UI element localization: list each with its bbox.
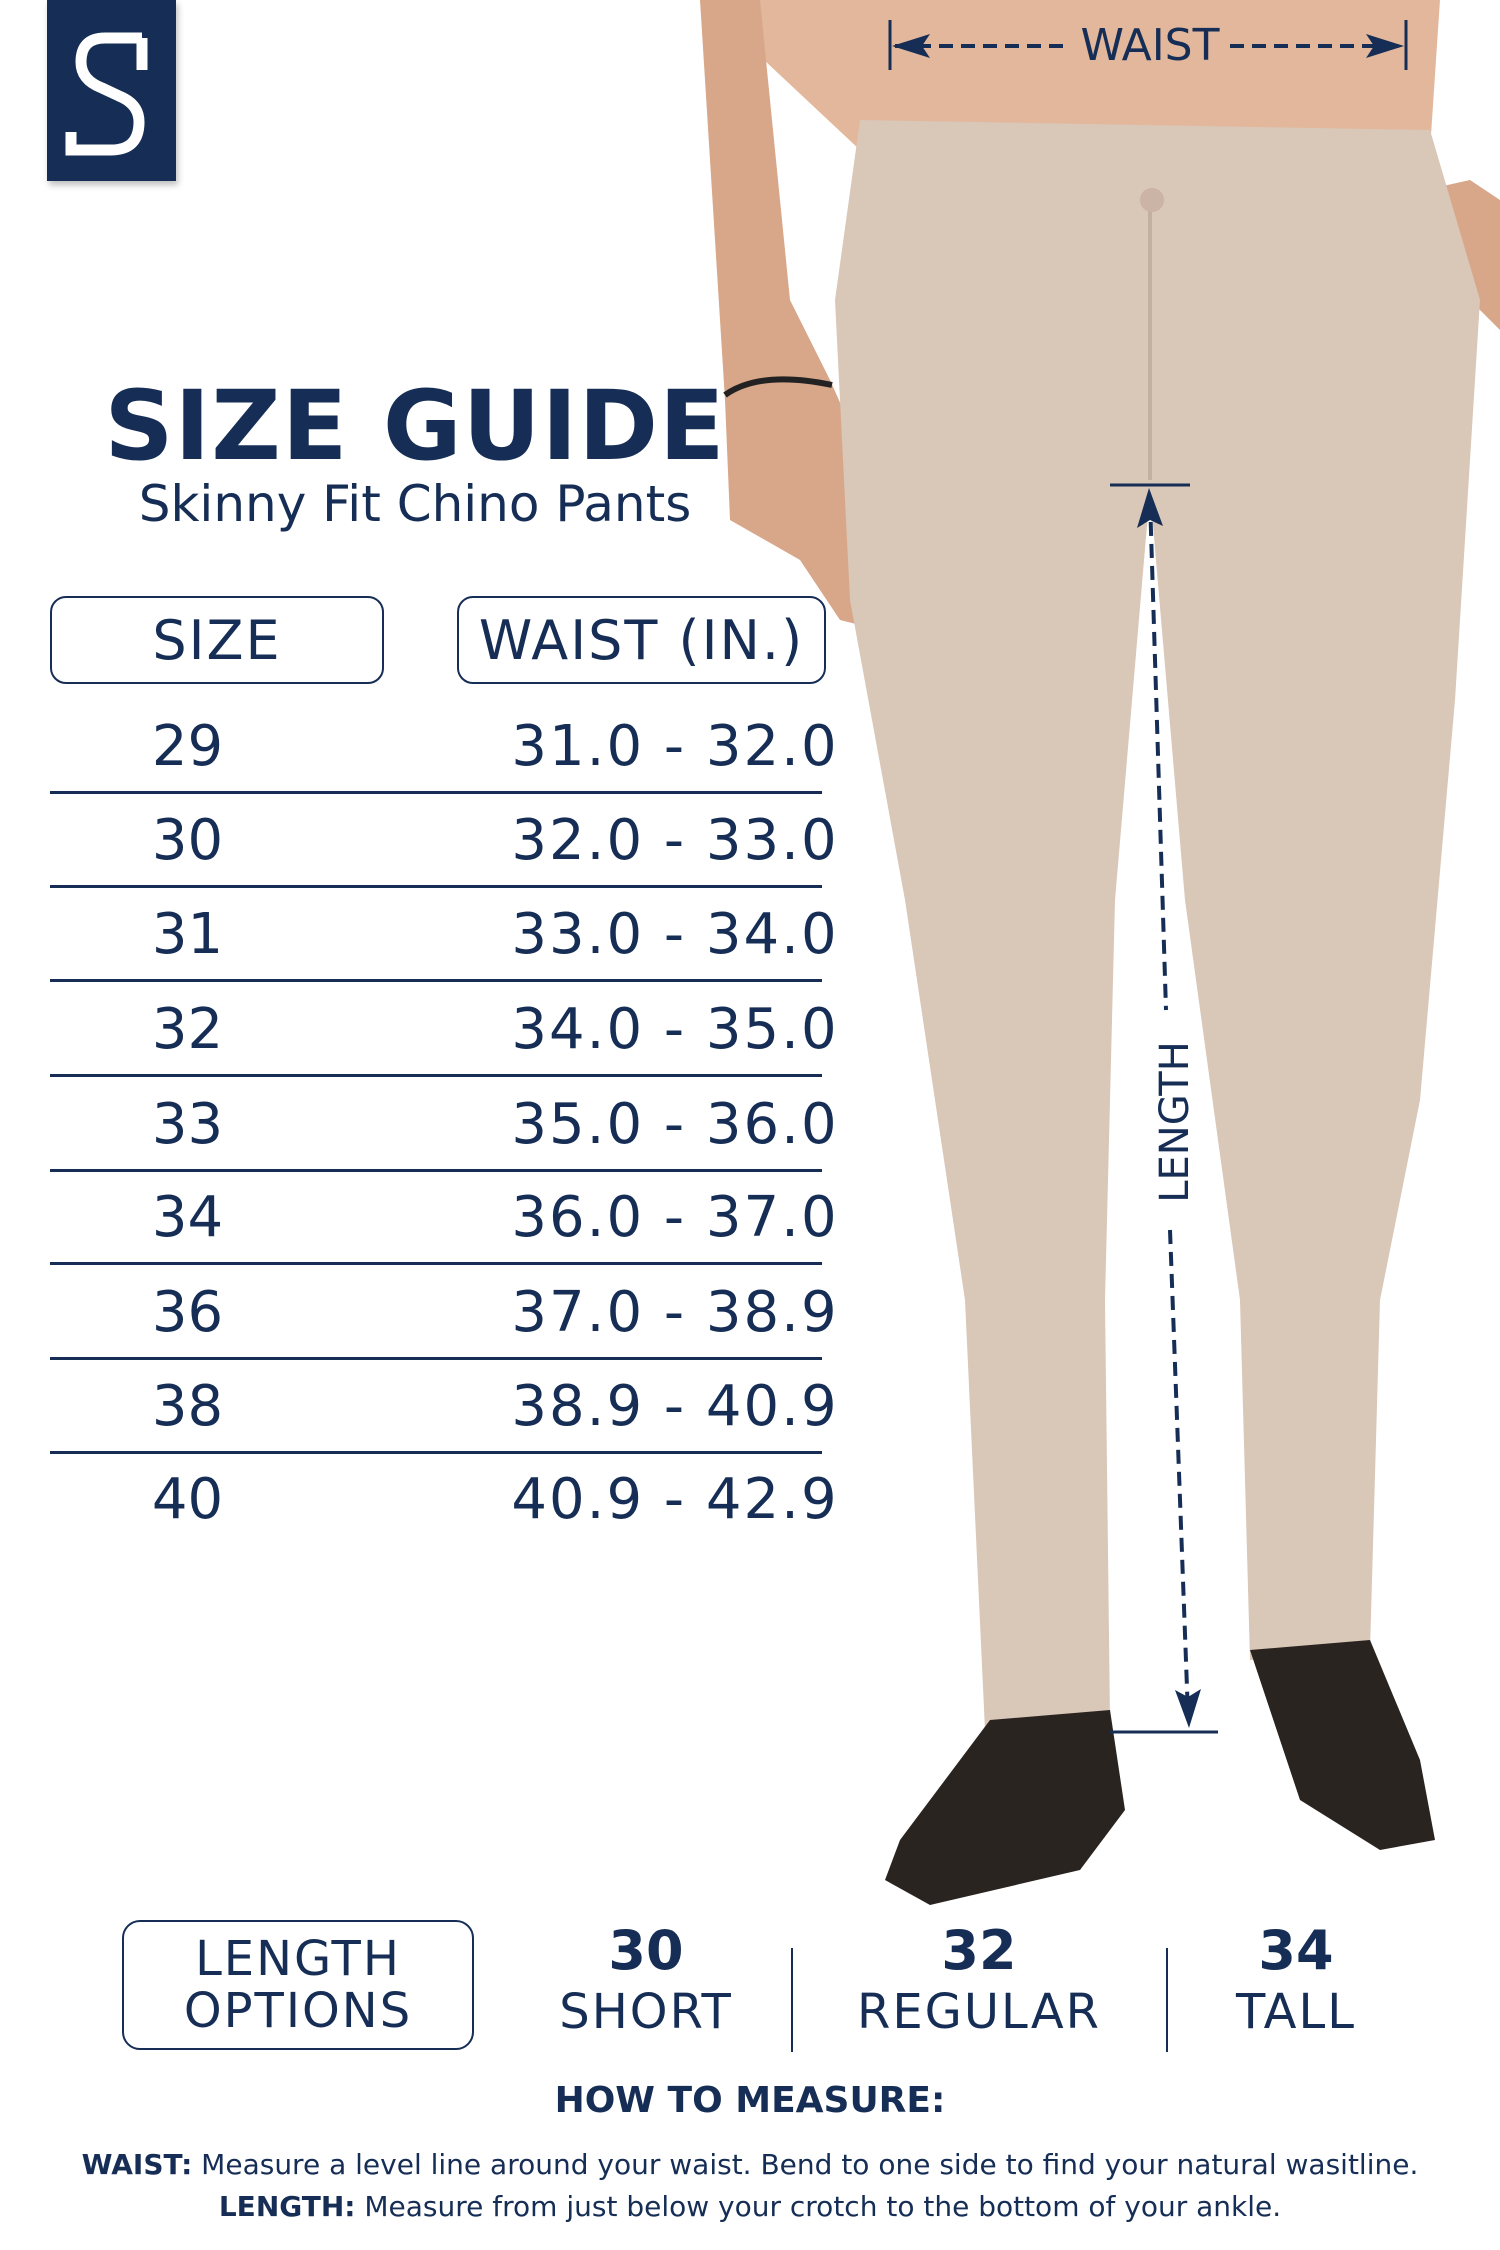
row-divider — [50, 1169, 822, 1172]
length-options-line1: LENGTH — [195, 1931, 401, 1987]
table-row: 32 34.0 - 35.0 — [50, 983, 837, 1077]
length-instruction-text: Measure from just below your crotch to t… — [355, 2190, 1282, 2223]
table-row: 38 38.9 - 40.9 — [50, 1360, 837, 1454]
waist-cell: 31.0 - 32.0 — [511, 714, 839, 779]
length-option-regular: 32 REGULAR — [839, 1920, 1119, 2042]
table-row: 30 32.0 - 33.0 — [50, 794, 837, 888]
waist-instruction: WAIST: Measure a level line around your … — [0, 2148, 1500, 2181]
length-value: 30 — [608, 1919, 684, 1982]
waist-cell: 36.0 - 37.0 — [511, 1185, 839, 1250]
length-instruction-label: LENGTH: — [218, 2190, 356, 2223]
table-row: 29 31.0 - 32.0 — [50, 700, 837, 794]
column-header-waist: WAIST (IN.) — [457, 596, 826, 684]
brand-logo — [47, 0, 176, 181]
size-cell: 31 — [151, 902, 224, 967]
waist-cell: 40.9 - 42.9 — [511, 1467, 839, 1532]
length-name: SHORT — [559, 1984, 733, 2040]
waist-measure-arrow — [888, 20, 1408, 70]
s-logo-icon — [65, 32, 148, 156]
length-label: LENGTH — [1152, 1041, 1198, 1203]
divider — [1166, 1948, 1168, 2052]
size-cell: 30 — [151, 808, 224, 873]
bracelet — [723, 376, 833, 398]
row-divider — [50, 885, 822, 888]
pants-model-photo: WAIST LENGTH — [700, 0, 1500, 1905]
column-header-size: SIZE — [50, 596, 384, 684]
row-divider — [50, 1262, 822, 1265]
size-cell: 34 — [151, 1185, 224, 1250]
length-measure-arrow — [1110, 483, 1218, 1734]
left-arm — [700, 0, 880, 630]
row-divider — [50, 791, 822, 794]
left-shoe — [885, 1710, 1125, 1905]
size-cell: 32 — [151, 997, 224, 1062]
waist-label: WAIST — [1081, 20, 1220, 71]
row-divider — [50, 1451, 822, 1454]
button — [1140, 188, 1164, 212]
waist-cell: 35.0 - 36.0 — [511, 1092, 839, 1157]
row-divider — [50, 979, 822, 982]
page-title: SIZE GUIDE — [104, 370, 726, 482]
length-value: 32 — [941, 1919, 1017, 1982]
length-options-label: LENGTH OPTIONS — [122, 1920, 474, 2050]
waist-cell: 32.0 - 33.0 — [511, 808, 839, 873]
length-option-short: 30 SHORT — [506, 1920, 786, 2042]
size-cell: 38 — [151, 1374, 224, 1439]
waist-cell: 37.0 - 38.9 — [511, 1280, 839, 1345]
table-row: 36 37.0 - 38.9 — [50, 1266, 837, 1360]
length-value: 34 — [1258, 1919, 1334, 1982]
size-cell: 36 — [151, 1280, 224, 1345]
waist-instruction-text: Measure a level line around your waist. … — [192, 2148, 1419, 2181]
table-row: 40 40.9 - 42.9 — [50, 1453, 837, 1547]
length-options-line2: OPTIONS — [183, 1983, 413, 2039]
length-option-tall: 34 TALL — [1156, 1920, 1436, 2042]
table-row: 34 36.0 - 37.0 — [50, 1171, 837, 1265]
length-instruction: LENGTH: Measure from just below your cro… — [0, 2190, 1500, 2223]
length-name: TALL — [1236, 1984, 1356, 2040]
waist-cell: 33.0 - 34.0 — [511, 902, 839, 967]
pants — [835, 120, 1480, 1730]
right-shoe — [1250, 1640, 1435, 1850]
waist-cell: 38.9 - 40.9 — [511, 1374, 839, 1439]
size-cell: 40 — [151, 1467, 224, 1532]
row-divider — [50, 1357, 822, 1360]
length-name: REGULAR — [856, 1984, 1102, 2040]
waist-instruction-label: WAIST: — [81, 2148, 193, 2181]
torso — [700, 0, 1440, 150]
size-cell: 33 — [151, 1092, 224, 1157]
page-subtitle: Skinny Fit Chino Pants — [138, 475, 692, 533]
table-row: 31 33.0 - 34.0 — [50, 888, 837, 982]
table-row: 33 35.0 - 36.0 — [50, 1078, 837, 1172]
size-cell: 29 — [151, 714, 224, 779]
row-divider — [50, 1074, 822, 1077]
divider — [791, 1948, 793, 2052]
how-to-measure-title: HOW TO MEASURE: — [554, 2080, 946, 2121]
waist-cell: 34.0 - 35.0 — [511, 997, 839, 1062]
